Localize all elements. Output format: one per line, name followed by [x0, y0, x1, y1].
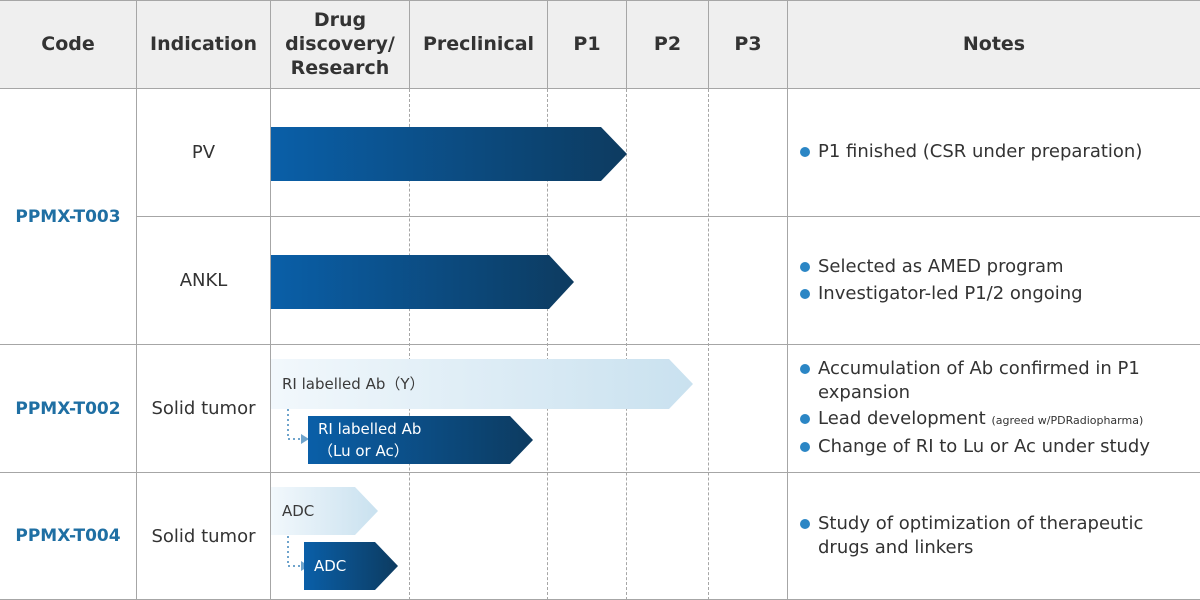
- progress-arrow-adc-light: [271, 487, 378, 535]
- note-text: Lead development: [818, 408, 986, 429]
- progress-arrow-pv: [271, 127, 627, 181]
- grid-line-column: [270, 0, 271, 600]
- progress-arrow-ri-labelled-ab-y: [271, 359, 693, 409]
- indication-solid-tumor: Solid tumor: [151, 398, 256, 419]
- code-ppmx-t003: PPMX-T003: [0, 89, 136, 344]
- progress-arrow-ankl: [271, 255, 574, 309]
- grid-dashed-line: [547, 89, 548, 600]
- notes-ppmx-t004: Study of optimization of therapeutic dru…: [800, 512, 1195, 560]
- grid-line-column: [136, 0, 137, 600]
- grid-line-column: [787, 0, 788, 600]
- bullet-icon: [800, 262, 810, 272]
- arrow-label-line1: RI labelled Ab: [318, 420, 422, 438]
- bullet-icon: [800, 289, 810, 299]
- arrow-label-adc-light: ADC: [282, 502, 315, 520]
- note-small-text: (agreed w/PDRadiopharma): [991, 414, 1144, 427]
- note-text: Investigator-led P1/2 ongoing: [818, 283, 1083, 304]
- header-notes: Notes: [962, 33, 1026, 55]
- note-text: Study of optimization of therapeutic dru…: [818, 513, 1144, 558]
- progress-arrow-ri-labelled-ab-lu-ac: [308, 416, 533, 464]
- grid-dashed-line: [626, 89, 627, 600]
- note-text: P1 finished (CSR under preparation): [818, 141, 1143, 162]
- notes-ppmx-t002: Accumulation of Ab confirmed in P1 expan…: [800, 357, 1150, 459]
- header-drug-discovery-line2: discovery/: [285, 33, 395, 55]
- code-ppmx-t002: PPMX-T002: [0, 345, 136, 472]
- bullet-icon: [800, 414, 810, 424]
- note-text: Selected as AMED program: [818, 256, 1064, 277]
- note-text: Accumulation of Ab confirmed in P1 expan…: [818, 358, 1140, 403]
- header-code: Code: [41, 33, 95, 55]
- grid-line-column: [626, 0, 627, 88]
- notes-pv: P1 finished (CSR under preparation): [800, 140, 1195, 164]
- bullet-icon: [800, 364, 810, 374]
- note-text: Change of RI to Lu or Ac under study: [818, 436, 1150, 457]
- grid-line-row: [0, 344, 1200, 345]
- notes-ankl: Selected as AMED program Investigator-le…: [800, 255, 1195, 306]
- table-header-background: [0, 0, 1200, 88]
- arrow-label-adc-dark: ADC: [314, 557, 347, 575]
- header-p3: P3: [734, 33, 762, 55]
- note-item: Accumulation of Ab confirmed in P1 expan…: [800, 357, 1140, 405]
- note-item: Investigator-led P1/2 ongoing: [800, 282, 1195, 306]
- grid-dashed-line: [708, 89, 709, 600]
- note-item: Lead development (agreed w/PDRadiopharma…: [800, 407, 1200, 433]
- header-p1: P1: [573, 33, 601, 55]
- header-drug-discovery-line3: Research: [290, 57, 390, 79]
- progress-arrow-adc-dark: [304, 542, 398, 590]
- dotted-connector-arrow: [287, 409, 309, 444]
- note-item: Selected as AMED program: [800, 255, 1195, 279]
- bullet-icon: [800, 442, 810, 452]
- grid-line-row: [0, 472, 1200, 473]
- grid-line-column: [547, 0, 548, 88]
- grid-line-row: [0, 216, 1200, 217]
- header-indication: Indication: [150, 33, 257, 55]
- indication-ankl: ANKL: [179, 270, 228, 291]
- bullet-icon: [800, 147, 810, 157]
- grid-line-column: [409, 0, 410, 88]
- arrow-label-ri-labelled-ab-lu-ac: RI labelled Ab （Lu or Ac）: [318, 418, 421, 462]
- header-preclinical: Preclinical: [422, 33, 535, 55]
- arrow-label-line2: （Lu or Ac）: [318, 442, 409, 460]
- code-ppmx-t004: PPMX-T004: [0, 473, 136, 599]
- bullet-icon: [800, 519, 810, 529]
- grid-dashed-line: [409, 89, 410, 600]
- indication-pv: PV: [191, 142, 216, 163]
- indication-solid-tumor: Solid tumor: [151, 525, 256, 547]
- header-p2: P2: [653, 33, 682, 55]
- note-item: Change of RI to Lu or Ac under study: [800, 435, 1200, 459]
- grid-line-header-bottom: [0, 88, 1200, 89]
- arrow-label-ri-labelled-ab-y: RI labelled Ab（Y）: [282, 375, 425, 393]
- header-drug-discovery-line1: Drug: [313, 9, 367, 31]
- note-item: P1 finished (CSR under preparation): [800, 140, 1195, 164]
- grid-line-column: [708, 0, 709, 88]
- grid-line-top: [0, 0, 1200, 1]
- header-drug-discovery: Drug discovery/ Research: [271, 0, 409, 88]
- note-item: Study of optimization of therapeutic dru…: [800, 512, 1195, 560]
